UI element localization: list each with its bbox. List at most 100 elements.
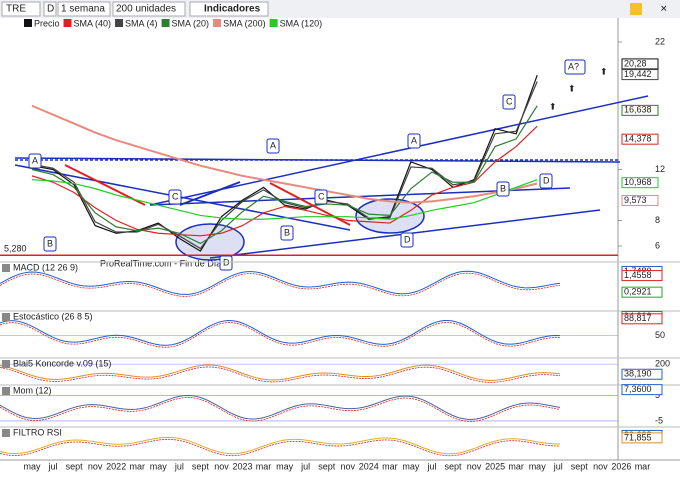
indicators: Indicadores	[204, 4, 261, 15]
x-tick-label: jul	[174, 461, 184, 471]
panel-tag	[621, 313, 663, 325]
panel-title-box	[2, 360, 10, 368]
panel-tag	[621, 270, 663, 282]
price-tag	[621, 177, 659, 189]
x-tick-label: mar	[382, 461, 398, 471]
panel-tag-label: 71,855	[624, 432, 652, 442]
x-tick-label: sept	[192, 461, 210, 471]
series-line	[31, 74, 538, 252]
price-tag-label: 16,638	[624, 105, 652, 115]
panel-tag	[621, 384, 663, 396]
annotation-box	[502, 94, 516, 110]
trendline	[14, 157, 621, 163]
d-label: D	[47, 4, 54, 15]
period-box[interactable]	[57, 1, 111, 17]
x-tick-label: jul	[300, 461, 310, 471]
price-tag	[621, 104, 659, 116]
oscillator	[0, 270, 561, 295]
x-tick-label: mar	[635, 461, 651, 471]
ellipse	[175, 223, 245, 261]
panel-tag-label: 7,3600	[624, 384, 652, 394]
series-line	[31, 104, 538, 204]
price-tag-label: 14,378	[624, 134, 652, 144]
oscillator	[0, 436, 561, 455]
x-tick-label: may	[529, 461, 547, 471]
x-tick-label: 2022	[106, 461, 126, 471]
symbol: TRE	[6, 4, 26, 15]
x-tick-label: may	[402, 461, 420, 471]
price-tag-label: 20,28	[624, 58, 647, 68]
annotation: A?	[568, 61, 579, 71]
y-tick-label: 200	[655, 359, 670, 369]
panel-title: Estocástico (26 8 5)	[13, 311, 93, 321]
annotation-box	[407, 133, 421, 149]
y-tick-label: 8	[655, 215, 660, 225]
price-tag	[621, 58, 659, 70]
annotation: B	[47, 238, 53, 248]
legend-label: SMA (200)	[223, 18, 266, 28]
x-tick-label: sept	[318, 461, 336, 471]
panel-title-box	[2, 264, 10, 272]
x-tick-label: may	[23, 461, 41, 471]
green-arrow: ⬆	[549, 101, 557, 111]
x-tick-label: may	[276, 461, 294, 471]
series-line	[31, 179, 538, 220]
oscillator	[0, 319, 561, 346]
panel-tag-label: 1,4558	[624, 270, 652, 280]
annotation-box	[496, 181, 510, 197]
legend-swatch	[115, 19, 124, 27]
close-icon[interactable]: ✕	[660, 3, 668, 13]
annotation: B	[500, 183, 506, 193]
annotation-box	[400, 232, 414, 248]
annotation: C	[172, 191, 179, 201]
x-tick-label: mar	[256, 461, 272, 471]
legend-label: SMA (4)	[125, 18, 158, 28]
annotation: B	[284, 227, 290, 237]
annotation-box	[564, 59, 586, 75]
x-tick-label: 2025	[485, 461, 505, 471]
panel-tag-label: 38,190	[624, 369, 652, 379]
annotation: A	[411, 135, 417, 145]
annotation-box	[168, 189, 182, 205]
series-line	[31, 105, 538, 245]
annotation: D	[543, 175, 550, 185]
panel-title: Mom (12)	[13, 385, 52, 395]
oscillator-signal	[0, 322, 561, 348]
units: 200 unidades	[116, 4, 176, 15]
series-line	[31, 81, 538, 250]
symbol-box[interactable]	[1, 1, 41, 17]
oscillator	[0, 394, 561, 420]
legend-label: SMA (120)	[280, 18, 323, 28]
d-box[interactable]	[43, 1, 57, 17]
oscillator-signal	[0, 438, 561, 457]
green-arrow: ⬆	[600, 66, 608, 76]
price-tag-label: 19,442	[624, 69, 652, 79]
annotation: A	[270, 140, 276, 150]
legend-label: SMA (40)	[74, 18, 112, 28]
panel-title: FILTRO RSI	[13, 427, 62, 437]
x-tick-label: mar	[130, 461, 146, 471]
annotation: D	[404, 234, 411, 244]
x-tick-label: jul	[48, 461, 58, 471]
green-arrow: ⬆	[568, 83, 576, 93]
x-tick-label: 2024	[359, 461, 379, 471]
legend-swatch	[213, 19, 222, 27]
panel-tag-label: 88,817	[624, 313, 652, 323]
legend-swatch	[24, 19, 32, 27]
legend-swatch	[63, 19, 72, 27]
annotation-box	[266, 138, 280, 154]
y-tick-label: 50	[655, 330, 665, 340]
blue-arrow	[179, 181, 241, 206]
price-tag	[621, 69, 659, 81]
alert-icon[interactable]	[630, 3, 642, 15]
annotation-box	[280, 225, 294, 241]
footer: ProRealTime.com - Fin de Día	[100, 258, 221, 268]
legend-label: SMA (20)	[172, 18, 210, 28]
x-tick-label: jul	[426, 461, 436, 471]
units-box[interactable]	[112, 1, 186, 17]
panel-title-box	[2, 313, 10, 321]
annotation-box	[539, 173, 553, 189]
indicators-box[interactable]	[189, 1, 269, 17]
legend-swatch	[161, 19, 170, 27]
annotation-box	[43, 236, 57, 252]
